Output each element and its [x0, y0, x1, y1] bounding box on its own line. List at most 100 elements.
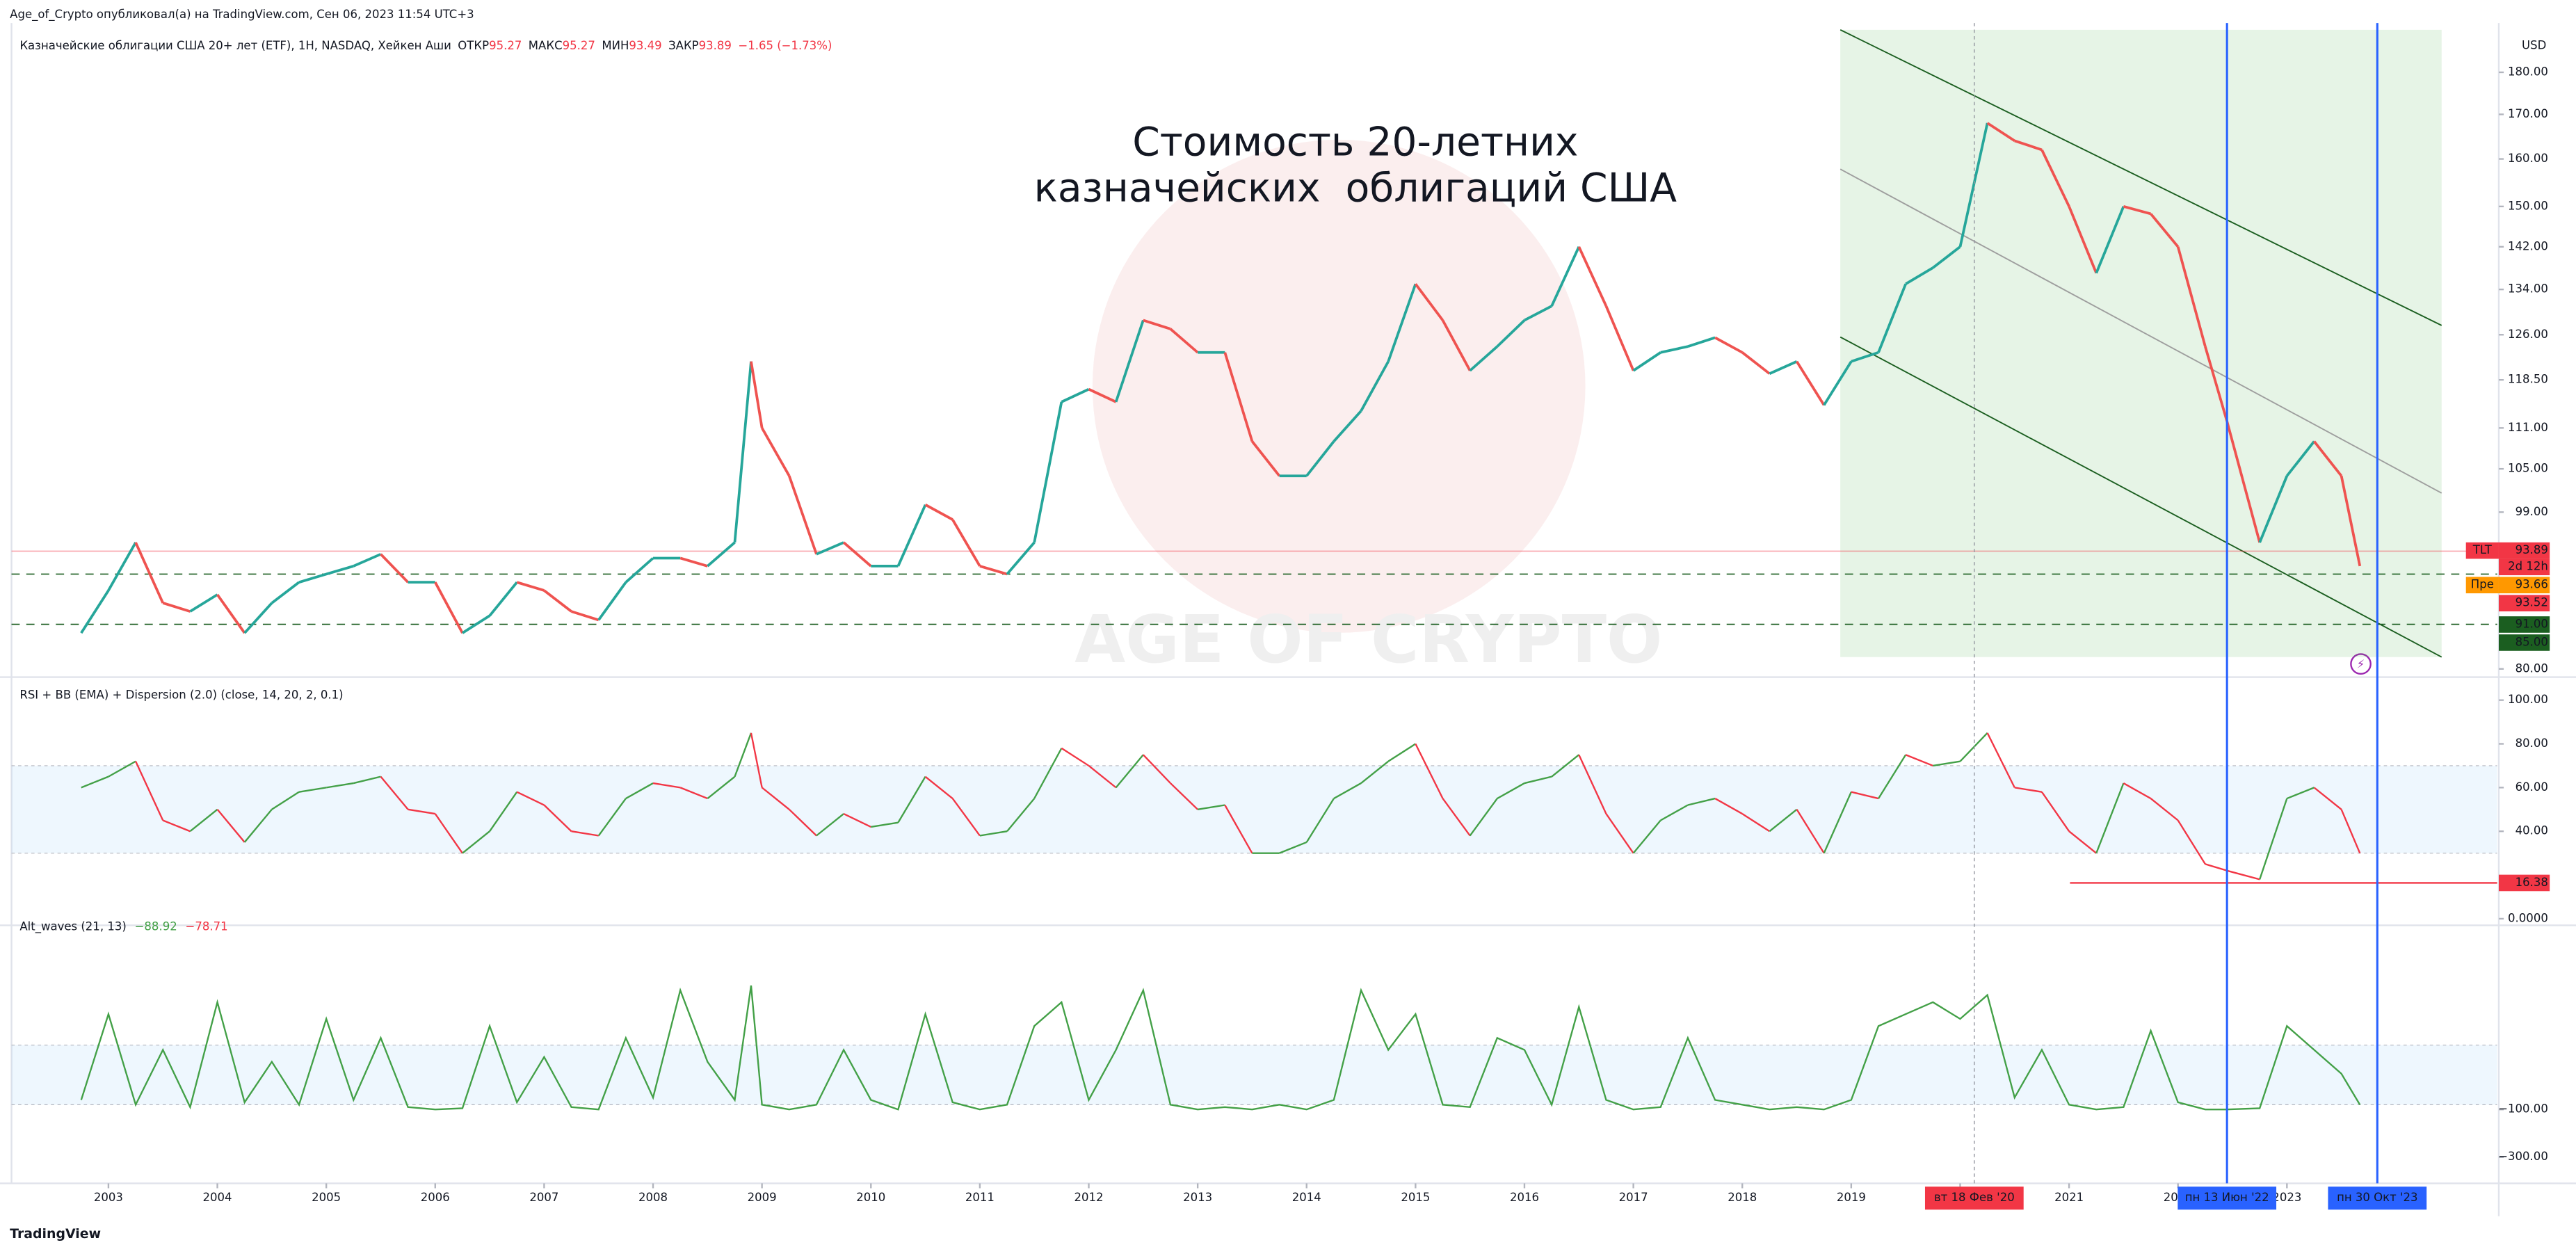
- series-segment: [679, 787, 708, 800]
- series-segment: [243, 809, 273, 843]
- level-label: 16.38: [2515, 876, 2548, 889]
- date-label-bg: [2177, 1187, 2277, 1210]
- series-segment: [243, 602, 273, 634]
- x-tick-label: 2017: [1619, 1191, 1648, 1204]
- series-segment: [1360, 360, 1390, 412]
- y-tick-label: 105.00: [2508, 462, 2548, 475]
- series-segment: [1114, 319, 1145, 403]
- indicator-legend: Alt_waves (21, 13) −88.92 −78.71: [19, 919, 227, 933]
- series-segment: [1550, 246, 1581, 307]
- series-segment: [108, 760, 136, 778]
- series-segment: [380, 553, 409, 584]
- series-segment: [1959, 732, 1988, 762]
- series-segment: [1714, 336, 1744, 354]
- ohlc-value: 95.27: [489, 39, 522, 52]
- series-segment: [134, 542, 164, 604]
- series-segment: [1632, 351, 1661, 372]
- series-segment: [1143, 319, 1171, 330]
- level-label-bg: [2498, 874, 2550, 892]
- x-tick-label: 2014: [1292, 1191, 1321, 1204]
- y-tick-label: 150.00: [2508, 199, 2548, 212]
- series-segment: [2123, 782, 2152, 800]
- series-segment: [750, 361, 764, 428]
- series-segment: [1986, 122, 2015, 143]
- series-segment: [543, 804, 572, 833]
- series-segment: [951, 798, 981, 837]
- watermark-logo: [1092, 139, 1586, 633]
- band: [11, 765, 2497, 853]
- y-tick-label: −300.00: [2498, 1150, 2548, 1163]
- symbol-legend: Казначейские облигации США 20+ лет (ETF)…: [19, 39, 832, 52]
- series-segment: [1851, 791, 1879, 800]
- series-segment: [1687, 336, 1716, 348]
- indicator-name: Alt_waves (21, 13): [19, 919, 126, 933]
- series-segment: [2095, 206, 2125, 274]
- x-tick-label: 2007: [529, 1191, 558, 1204]
- x-tick-label: 2019: [1837, 1191, 1866, 1204]
- price-tag: Пре: [2471, 578, 2494, 591]
- series-segment: [2068, 206, 2098, 274]
- series-segment: [570, 610, 599, 622]
- indicator-name: RSI + BB (EMA) + Dispersion (2.0) (close…: [19, 688, 343, 701]
- series-segment: [1714, 798, 1743, 815]
- series-segment: [543, 589, 572, 613]
- y-tick-label: 0.0000: [2508, 911, 2548, 924]
- date-label: пн 13 Июн '22: [2185, 1191, 2269, 1204]
- ohlc-label: ОТКР: [458, 39, 489, 52]
- series-segment: [1279, 841, 1307, 854]
- series-segment: [1441, 319, 1472, 371]
- series-segment: [298, 787, 327, 793]
- series-segment: [733, 361, 752, 543]
- series-segment: [1660, 804, 1689, 821]
- series-segment: [707, 541, 736, 568]
- y-tick-label: 142.00: [2508, 239, 2548, 252]
- series-segment: [1387, 283, 1417, 362]
- series-segment: [1524, 775, 1552, 785]
- price-label-bg: [2498, 577, 2550, 594]
- series-segment: [271, 581, 300, 604]
- x-tick-label: 2006: [421, 1191, 450, 1204]
- y-tick-label: 170.00: [2508, 107, 2548, 120]
- series-segment: [2040, 149, 2070, 207]
- series-segment: [1933, 760, 1961, 767]
- series-segment: [2123, 205, 2152, 216]
- series-segment: [1170, 782, 1198, 810]
- x-tick-label: 2010: [856, 1191, 885, 1204]
- series-segment: [298, 572, 327, 584]
- series-segment: [380, 775, 409, 810]
- series-segment: [216, 593, 246, 634]
- date-label: вт 18 Фев '20: [1934, 1191, 2015, 1204]
- series-segment: [924, 504, 953, 521]
- alert-icon[interactable]: [2350, 653, 2372, 675]
- series-segment: [1823, 360, 1853, 406]
- x-tick-label: 2012: [1074, 1191, 1103, 1204]
- price-tag-bg: [2465, 577, 2499, 594]
- y-tick-label: 100.00: [2508, 693, 2548, 706]
- series-segment: [897, 776, 926, 823]
- series-segment: [1741, 351, 1771, 375]
- series-segment: [353, 553, 382, 568]
- series-segment: [107, 542, 137, 591]
- series-segment: [80, 589, 110, 634]
- series-segment: [1577, 246, 1608, 307]
- series-segment: [1442, 798, 1471, 837]
- series-segment: [979, 565, 1008, 576]
- series-segment: [750, 732, 763, 788]
- series-segment: [434, 581, 464, 634]
- y-tick-label: 40.00: [2515, 824, 2548, 837]
- price-label: 91.00: [2515, 617, 2548, 630]
- x-tick-label: 2023: [2272, 1191, 2301, 1204]
- series-segment: [271, 791, 300, 810]
- series-segment: [625, 782, 654, 800]
- y-tick-label: 160.00: [2508, 152, 2548, 165]
- series-segment: [1823, 791, 1852, 854]
- y-tick-label: 60.00: [2515, 780, 2548, 794]
- series-segment: [1687, 797, 1716, 806]
- price-label-bg: [2498, 542, 2550, 559]
- series-segment: [1006, 798, 1036, 832]
- x-tick-label: 2013: [1183, 1191, 1212, 1204]
- series-segment: [1551, 754, 1580, 778]
- series-segment: [843, 813, 871, 828]
- series-segment: [1088, 387, 1117, 403]
